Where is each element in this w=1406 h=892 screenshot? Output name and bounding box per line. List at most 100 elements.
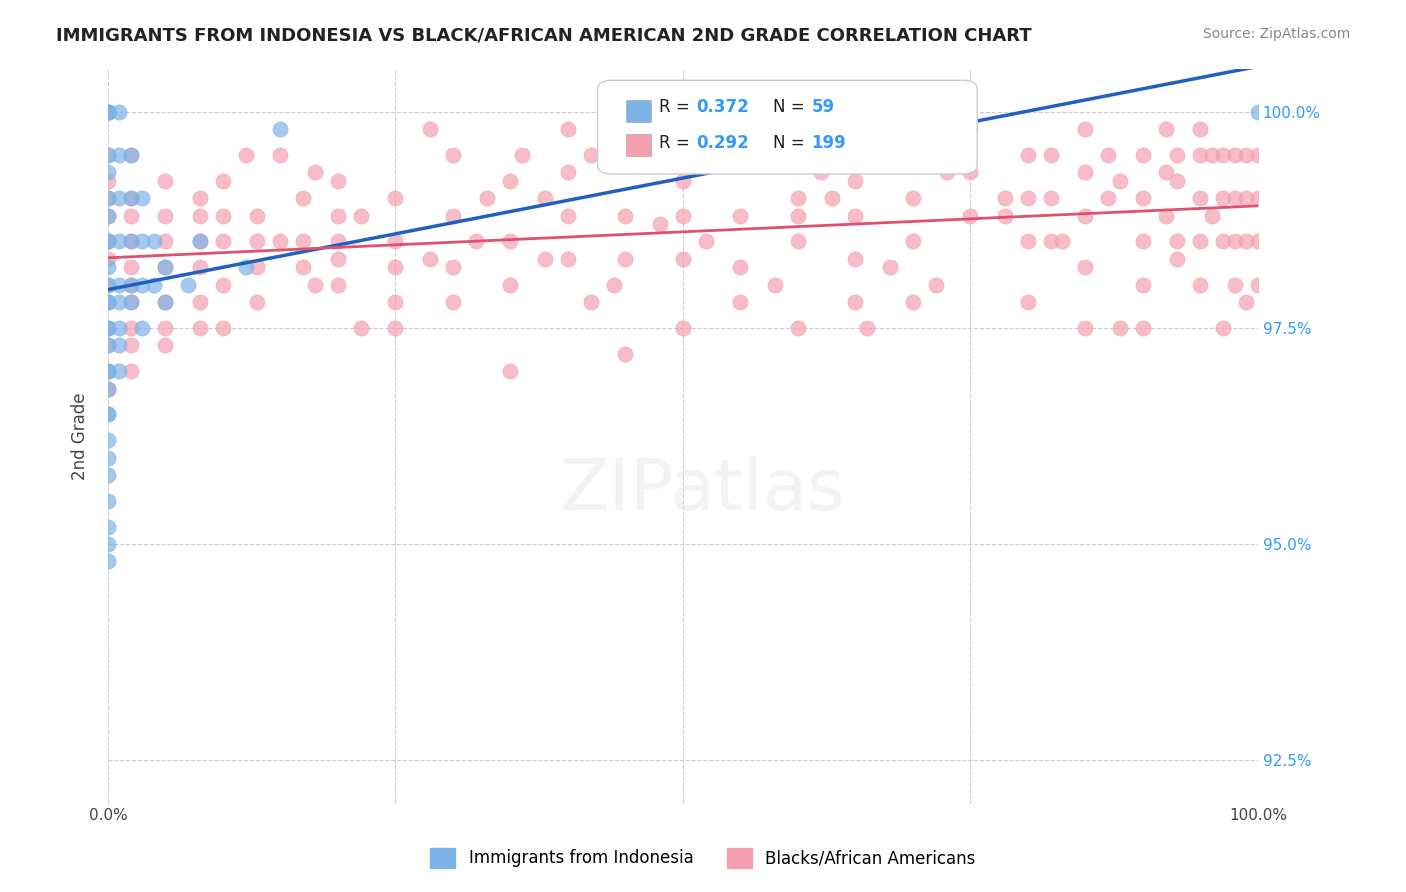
Point: [326, 235, 349, 249]
Point: [730, 122, 752, 136]
Point: [1212, 321, 1234, 335]
Point: [1017, 148, 1039, 162]
Point: [614, 252, 637, 266]
Point: [108, 104, 131, 119]
Point: [901, 122, 924, 136]
Point: [155, 235, 177, 249]
Point: [672, 321, 695, 335]
Point: [477, 191, 499, 205]
Point: [901, 295, 924, 310]
Point: [120, 321, 142, 335]
Point: [155, 295, 177, 310]
Point: [499, 277, 522, 292]
Point: [1074, 209, 1097, 223]
Point: [120, 260, 142, 275]
Point: [1189, 191, 1212, 205]
Point: [1166, 235, 1188, 249]
Point: [97, 338, 120, 352]
Point: [97, 321, 120, 335]
Point: [1074, 260, 1097, 275]
Point: [384, 295, 406, 310]
Point: [188, 295, 211, 310]
Point: [579, 148, 602, 162]
Point: [97, 554, 120, 568]
Point: [97, 321, 120, 335]
Point: [108, 235, 131, 249]
Point: [534, 252, 557, 266]
Point: [1074, 165, 1097, 179]
Point: [120, 295, 142, 310]
Point: [108, 321, 131, 335]
Point: [188, 235, 211, 249]
Point: [786, 209, 808, 223]
Point: [1189, 122, 1212, 136]
Point: [269, 235, 291, 249]
Point: [97, 260, 120, 275]
Point: [292, 260, 315, 275]
Point: [1052, 235, 1074, 249]
Point: [901, 235, 924, 249]
Point: [1108, 321, 1130, 335]
Point: [131, 321, 153, 335]
Point: [1108, 174, 1130, 188]
Point: [120, 364, 142, 378]
Point: [1097, 148, 1119, 162]
Point: [614, 148, 637, 162]
Point: [614, 209, 637, 223]
Point: [246, 260, 269, 275]
Point: [648, 122, 671, 136]
Point: [97, 252, 120, 266]
Point: [1212, 148, 1234, 162]
Point: [97, 408, 120, 422]
Point: [1074, 321, 1097, 335]
Point: [97, 148, 120, 162]
Point: [97, 277, 120, 292]
Point: [188, 209, 211, 223]
Point: [97, 104, 120, 119]
Point: [810, 165, 832, 179]
Point: [1154, 165, 1177, 179]
Point: [97, 174, 120, 188]
Point: [1189, 148, 1212, 162]
Point: [120, 295, 142, 310]
Point: [786, 191, 808, 205]
Point: [326, 277, 349, 292]
Text: R =: R =: [659, 98, 696, 116]
Point: [326, 252, 349, 266]
Point: [97, 209, 120, 223]
Text: Source: ZipAtlas.com: Source: ZipAtlas.com: [1202, 27, 1350, 41]
Point: [1234, 295, 1257, 310]
Point: [97, 450, 120, 465]
Point: [97, 295, 120, 310]
Point: [672, 174, 695, 188]
Point: [1247, 191, 1270, 205]
Point: [108, 148, 131, 162]
Point: [1097, 191, 1119, 205]
Point: [1132, 148, 1154, 162]
Text: R =: R =: [659, 134, 696, 152]
Point: [97, 104, 120, 119]
Point: [1074, 122, 1097, 136]
Point: [97, 295, 120, 310]
Point: [499, 174, 522, 188]
Point: [994, 191, 1017, 205]
Point: [188, 235, 211, 249]
Point: [97, 104, 120, 119]
Point: [108, 277, 131, 292]
Point: [97, 338, 120, 352]
Point: [1017, 235, 1039, 249]
Point: [1247, 148, 1270, 162]
Point: [844, 209, 866, 223]
Point: [856, 321, 879, 335]
Point: [763, 277, 786, 292]
Point: [901, 122, 924, 136]
Point: [246, 295, 269, 310]
Point: [212, 174, 235, 188]
Point: [441, 260, 464, 275]
Point: [97, 235, 120, 249]
Point: [1247, 235, 1270, 249]
Point: [97, 408, 120, 422]
Point: [1234, 235, 1257, 249]
Point: [269, 122, 291, 136]
Point: [108, 295, 131, 310]
